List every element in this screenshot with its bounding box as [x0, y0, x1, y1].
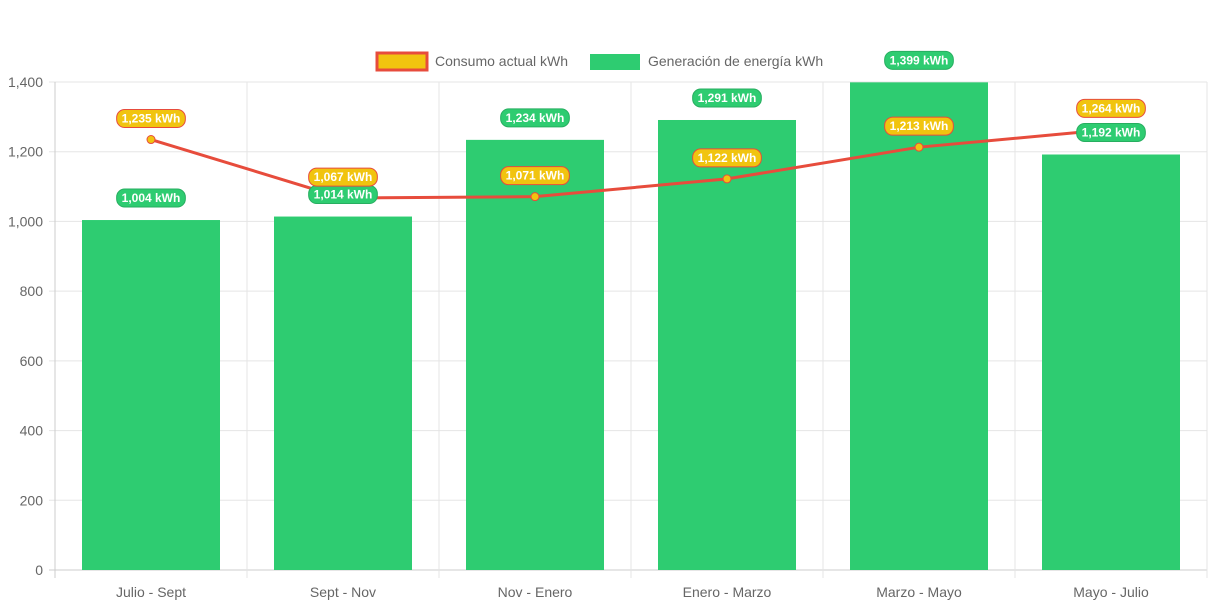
bar-data-label: 1,192 kWh: [1082, 126, 1141, 140]
x-tick-label: Nov - Enero: [498, 584, 573, 600]
bar: [466, 139, 604, 570]
legend-swatch-consumo[interactable]: [375, 51, 429, 72]
line-data-label-bg: [692, 148, 762, 168]
bar-data-label: 1,014 kWh: [314, 188, 373, 202]
bar-data-label: 1,234 kWh: [506, 111, 565, 125]
y-tick-label: 1,000: [8, 213, 43, 229]
x-tick-label: Mayo - Julio: [1073, 584, 1149, 600]
y-tick-label: 400: [20, 423, 44, 439]
y-tick-label: 1,200: [8, 144, 43, 160]
legend-label-generacion[interactable]: Generación de energía kWh: [648, 53, 823, 69]
line-data-label: 1,067 kWh: [314, 170, 373, 184]
line-data-label-bg: [1076, 98, 1146, 118]
line-data-label: 1,235 kWh: [122, 112, 181, 126]
line-data-label-bg: [116, 109, 186, 129]
line-data-label-bg: [500, 166, 570, 186]
y-tick-label: 600: [20, 353, 44, 369]
line-point: [530, 192, 540, 202]
y-tick-label: 1,400: [8, 74, 43, 90]
line-point: [146, 135, 156, 145]
bar: [1042, 154, 1180, 570]
legend-label-consumo[interactable]: Consumo actual kWh: [435, 53, 568, 69]
y-tick-label: 0: [35, 562, 43, 578]
line-data-label-bg: [884, 116, 954, 136]
x-tick-label: Marzo - Mayo: [876, 584, 962, 600]
bars: [82, 82, 1180, 570]
line-data-label: 1,122 kWh: [698, 151, 757, 165]
x-tick-label: Sept - Nov: [310, 584, 376, 600]
line-data-label: 1,071 kWh: [506, 169, 565, 183]
line-data-label-bg: [308, 167, 378, 187]
grid: 0 200 400 600 800 1,000 1,200 1,400 Julio - Sept…: [8, 74, 1208, 600]
bar-data-label: 1,399 kWh: [890, 53, 949, 67]
bar: [850, 82, 988, 570]
bar: [658, 119, 796, 570]
legend-swatch-generacion[interactable]: [590, 54, 640, 70]
line-point: [914, 142, 924, 152]
bar-data-label: 1,291 kWh: [698, 91, 757, 105]
bar: [274, 216, 412, 570]
data-labels: 1,004 kWh 1,014 kWh 1,234 kWh 1,291 kWh 1,39…: [116, 50, 1146, 208]
legend[interactable]: Consumo actual kWh Generación de energía…: [375, 51, 823, 72]
line-point: [722, 174, 732, 184]
bar-data-label-bg: [884, 50, 954, 70]
bar-data-label-bg: [500, 108, 570, 128]
x-tick-label: Julio - Sept: [116, 584, 186, 600]
bar-data-label-bg: [692, 88, 762, 108]
line-data-label: 1,213 kWh: [890, 119, 949, 133]
bar-data-label-bg: [1076, 123, 1146, 143]
bar-data-label: 1,004 kWh: [122, 191, 181, 205]
bar-data-label-bg: [116, 188, 186, 208]
x-tick-label: Enero - Marzo: [683, 584, 772, 600]
line-data-label: 1,264 kWh: [1082, 101, 1141, 115]
y-tick-label: 800: [20, 283, 44, 299]
bar: [82, 220, 220, 570]
y-tick-label: 200: [20, 492, 44, 508]
